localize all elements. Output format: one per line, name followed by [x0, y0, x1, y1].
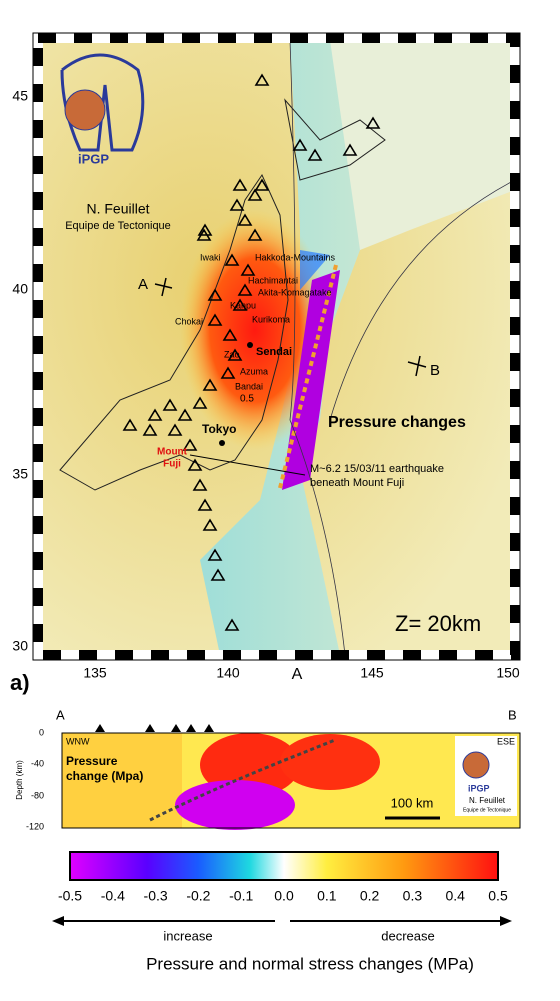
lon-tick: 145 [360, 665, 384, 681]
lat-tick: 35 [12, 466, 28, 482]
map-title: Pressure changes [328, 414, 466, 431]
direction: WNW [66, 736, 90, 746]
volcano-marks [95, 724, 214, 732]
logo-globe [462, 751, 490, 779]
colorbar-tick: 0.3 [403, 888, 423, 904]
section-end: A [56, 707, 65, 722]
colorbar [69, 851, 499, 881]
section-frame [61, 732, 521, 829]
colorbar-tick: 0.5 [488, 888, 508, 904]
colorbar-tick: -0.5 [58, 888, 82, 904]
depth-tick: 0 [39, 727, 44, 737]
lat-tick: 30 [12, 638, 28, 654]
arrowhead [500, 916, 512, 926]
depth-tick: -80 [31, 790, 44, 800]
annotation: beneath Mount Fuji [310, 477, 404, 489]
direction-label: increase [163, 928, 212, 943]
place: Chokai [175, 316, 203, 326]
leader [189, 454, 306, 476]
profile-end: A [138, 276, 148, 293]
section-label: Pressure [66, 754, 118, 768]
hokkaido [284, 98, 386, 181]
scale-label: 100 km [391, 795, 434, 810]
place: Hachimantai [248, 275, 298, 285]
lat-tick: 45 [12, 88, 28, 104]
contour-label: 0.5 [240, 394, 254, 405]
profile-tick [154, 277, 173, 297]
slab [149, 738, 336, 822]
arrowhead [52, 916, 64, 926]
depth-label: Z= 20km [395, 611, 481, 636]
logo-globe [64, 89, 106, 131]
trench [289, 39, 346, 656]
logo-text: iPGP [468, 783, 490, 793]
profile-tick [407, 355, 427, 377]
colorbar-tick: -0.3 [144, 888, 168, 904]
frame-border [32, 32, 521, 661]
colorbar-tick: 0.1 [317, 888, 337, 904]
volcanoes [122, 73, 381, 631]
fault [278, 264, 338, 489]
lon-tick: 135 [83, 665, 107, 681]
sendai-dot [247, 342, 253, 348]
place: Mount [157, 447, 188, 458]
depth-tick: -120 [26, 821, 44, 831]
place: Iwaki [200, 252, 221, 262]
colorbar-tick: -0.4 [101, 888, 125, 904]
place: Fuji [163, 459, 181, 470]
logo-text: iPGP [78, 151, 109, 166]
colorbar-panel: increase decrease Pressure and normal st… [52, 851, 512, 973]
colorbar-tick: 0.2 [360, 888, 380, 904]
place: Tokyo [202, 422, 236, 436]
team: Equipe de Tectonique [65, 220, 171, 232]
direction-label: decrease [381, 928, 434, 943]
map-panel: iPGP N. Feuillet Equipe de Tectonique Iw… [10, 32, 521, 695]
section-high [280, 734, 380, 790]
section-low [175, 780, 295, 830]
lat-tick: 40 [12, 281, 28, 297]
profile-end: A [292, 666, 303, 683]
place: Kanpu [230, 300, 256, 310]
pacific [330, 40, 515, 250]
depth-tick: -40 [31, 758, 44, 768]
section-fill [62, 733, 182, 828]
colorbar-tick: 0.4 [445, 888, 465, 904]
tokyo-dot [219, 440, 225, 446]
place: Sendai [256, 346, 292, 358]
team: Equipe de Tectonique [463, 807, 511, 813]
coastline [59, 173, 289, 491]
author: N. Feuillet [469, 796, 506, 805]
author: N. Feuillet [86, 201, 149, 217]
panel-label: a) [10, 670, 30, 695]
colorbar-title: Pressure and normal stress changes (MPa) [146, 954, 474, 973]
place: Zao [224, 349, 240, 359]
lon-tick: 150 [496, 665, 520, 681]
profile-end: B [430, 362, 440, 379]
colorbar-tick: -0.2 [186, 888, 210, 904]
place: Bandai [235, 381, 263, 391]
section-panel: A B WNW ESE Pressure change (Mpa) 100 km… [15, 707, 521, 831]
section-label: change (Mpa) [66, 769, 143, 783]
place: Kurikoma [252, 314, 290, 324]
lon-tick: 140 [216, 665, 240, 681]
trench [329, 179, 516, 421]
direction: ESE [497, 736, 515, 746]
pressure-low [282, 270, 340, 490]
frame [33, 33, 520, 660]
section-logo-box [455, 736, 517, 816]
y-axis-label: Depth (km) [15, 760, 24, 800]
pressure-mid [300, 250, 330, 290]
place: Akita-Komagatake [258, 287, 332, 297]
place: Azuma [240, 366, 268, 376]
colorbar-tick: -0.1 [229, 888, 253, 904]
annotation: M~6.2 15/03/11 earthquake [310, 463, 444, 475]
place: Hakkoda-Mountains [255, 252, 336, 262]
section-end: B [508, 707, 517, 722]
colorbar-tick: 0.0 [274, 888, 294, 904]
